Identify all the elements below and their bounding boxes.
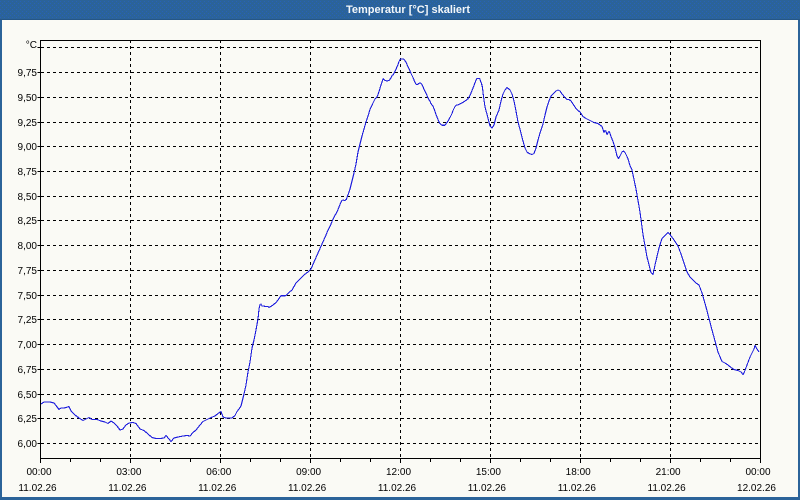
svg-text:6,75: 6,75 [18,365,38,376]
svg-text:12.02.26: 12.02.26 [737,483,776,494]
svg-text:11.02.26: 11.02.26 [648,483,687,494]
svg-text:06:00: 06:00 [206,467,231,478]
svg-text:8,25: 8,25 [18,216,38,227]
svg-text:15:00: 15:00 [476,467,501,478]
svg-text:9,25: 9,25 [18,118,38,129]
svg-text:21:00: 21:00 [656,467,681,478]
svg-text:9,50: 9,50 [18,93,38,104]
svg-text:11.02.26: 11.02.26 [198,483,237,494]
svg-text:11.02.26: 11.02.26 [288,483,327,494]
svg-text:Temperatur [°C] skaliert: Temperatur [°C] skaliert [346,4,470,16]
svg-text:18:00: 18:00 [566,467,591,478]
svg-text:7,25: 7,25 [18,315,38,326]
svg-text:11.02.26: 11.02.26 [108,483,147,494]
svg-text:03:00: 03:00 [116,467,141,478]
svg-text:6,25: 6,25 [18,414,38,425]
svg-text:11.02.26: 11.02.26 [378,483,417,494]
svg-text:9,00: 9,00 [18,142,38,153]
svg-text:00:00: 00:00 [26,467,51,478]
svg-text:°C: °C [26,40,37,51]
svg-text:8,75: 8,75 [18,167,38,178]
svg-text:7,75: 7,75 [18,266,38,277]
svg-text:12:00: 12:00 [386,467,411,478]
svg-text:8,50: 8,50 [18,192,38,203]
svg-text:6,50: 6,50 [18,390,38,401]
svg-text:8,00: 8,00 [18,241,38,252]
svg-text:09:00: 09:00 [296,467,321,478]
svg-text:7,50: 7,50 [18,291,38,302]
svg-text:11.02.26: 11.02.26 [558,483,597,494]
svg-text:6,00: 6,00 [18,439,38,450]
svg-text:11.02.26: 11.02.26 [468,483,507,494]
svg-text:00:00: 00:00 [745,467,770,478]
svg-text:11.02.26: 11.02.26 [18,483,57,494]
svg-text:7,00: 7,00 [18,340,38,351]
svg-text:9,75: 9,75 [18,68,38,79]
